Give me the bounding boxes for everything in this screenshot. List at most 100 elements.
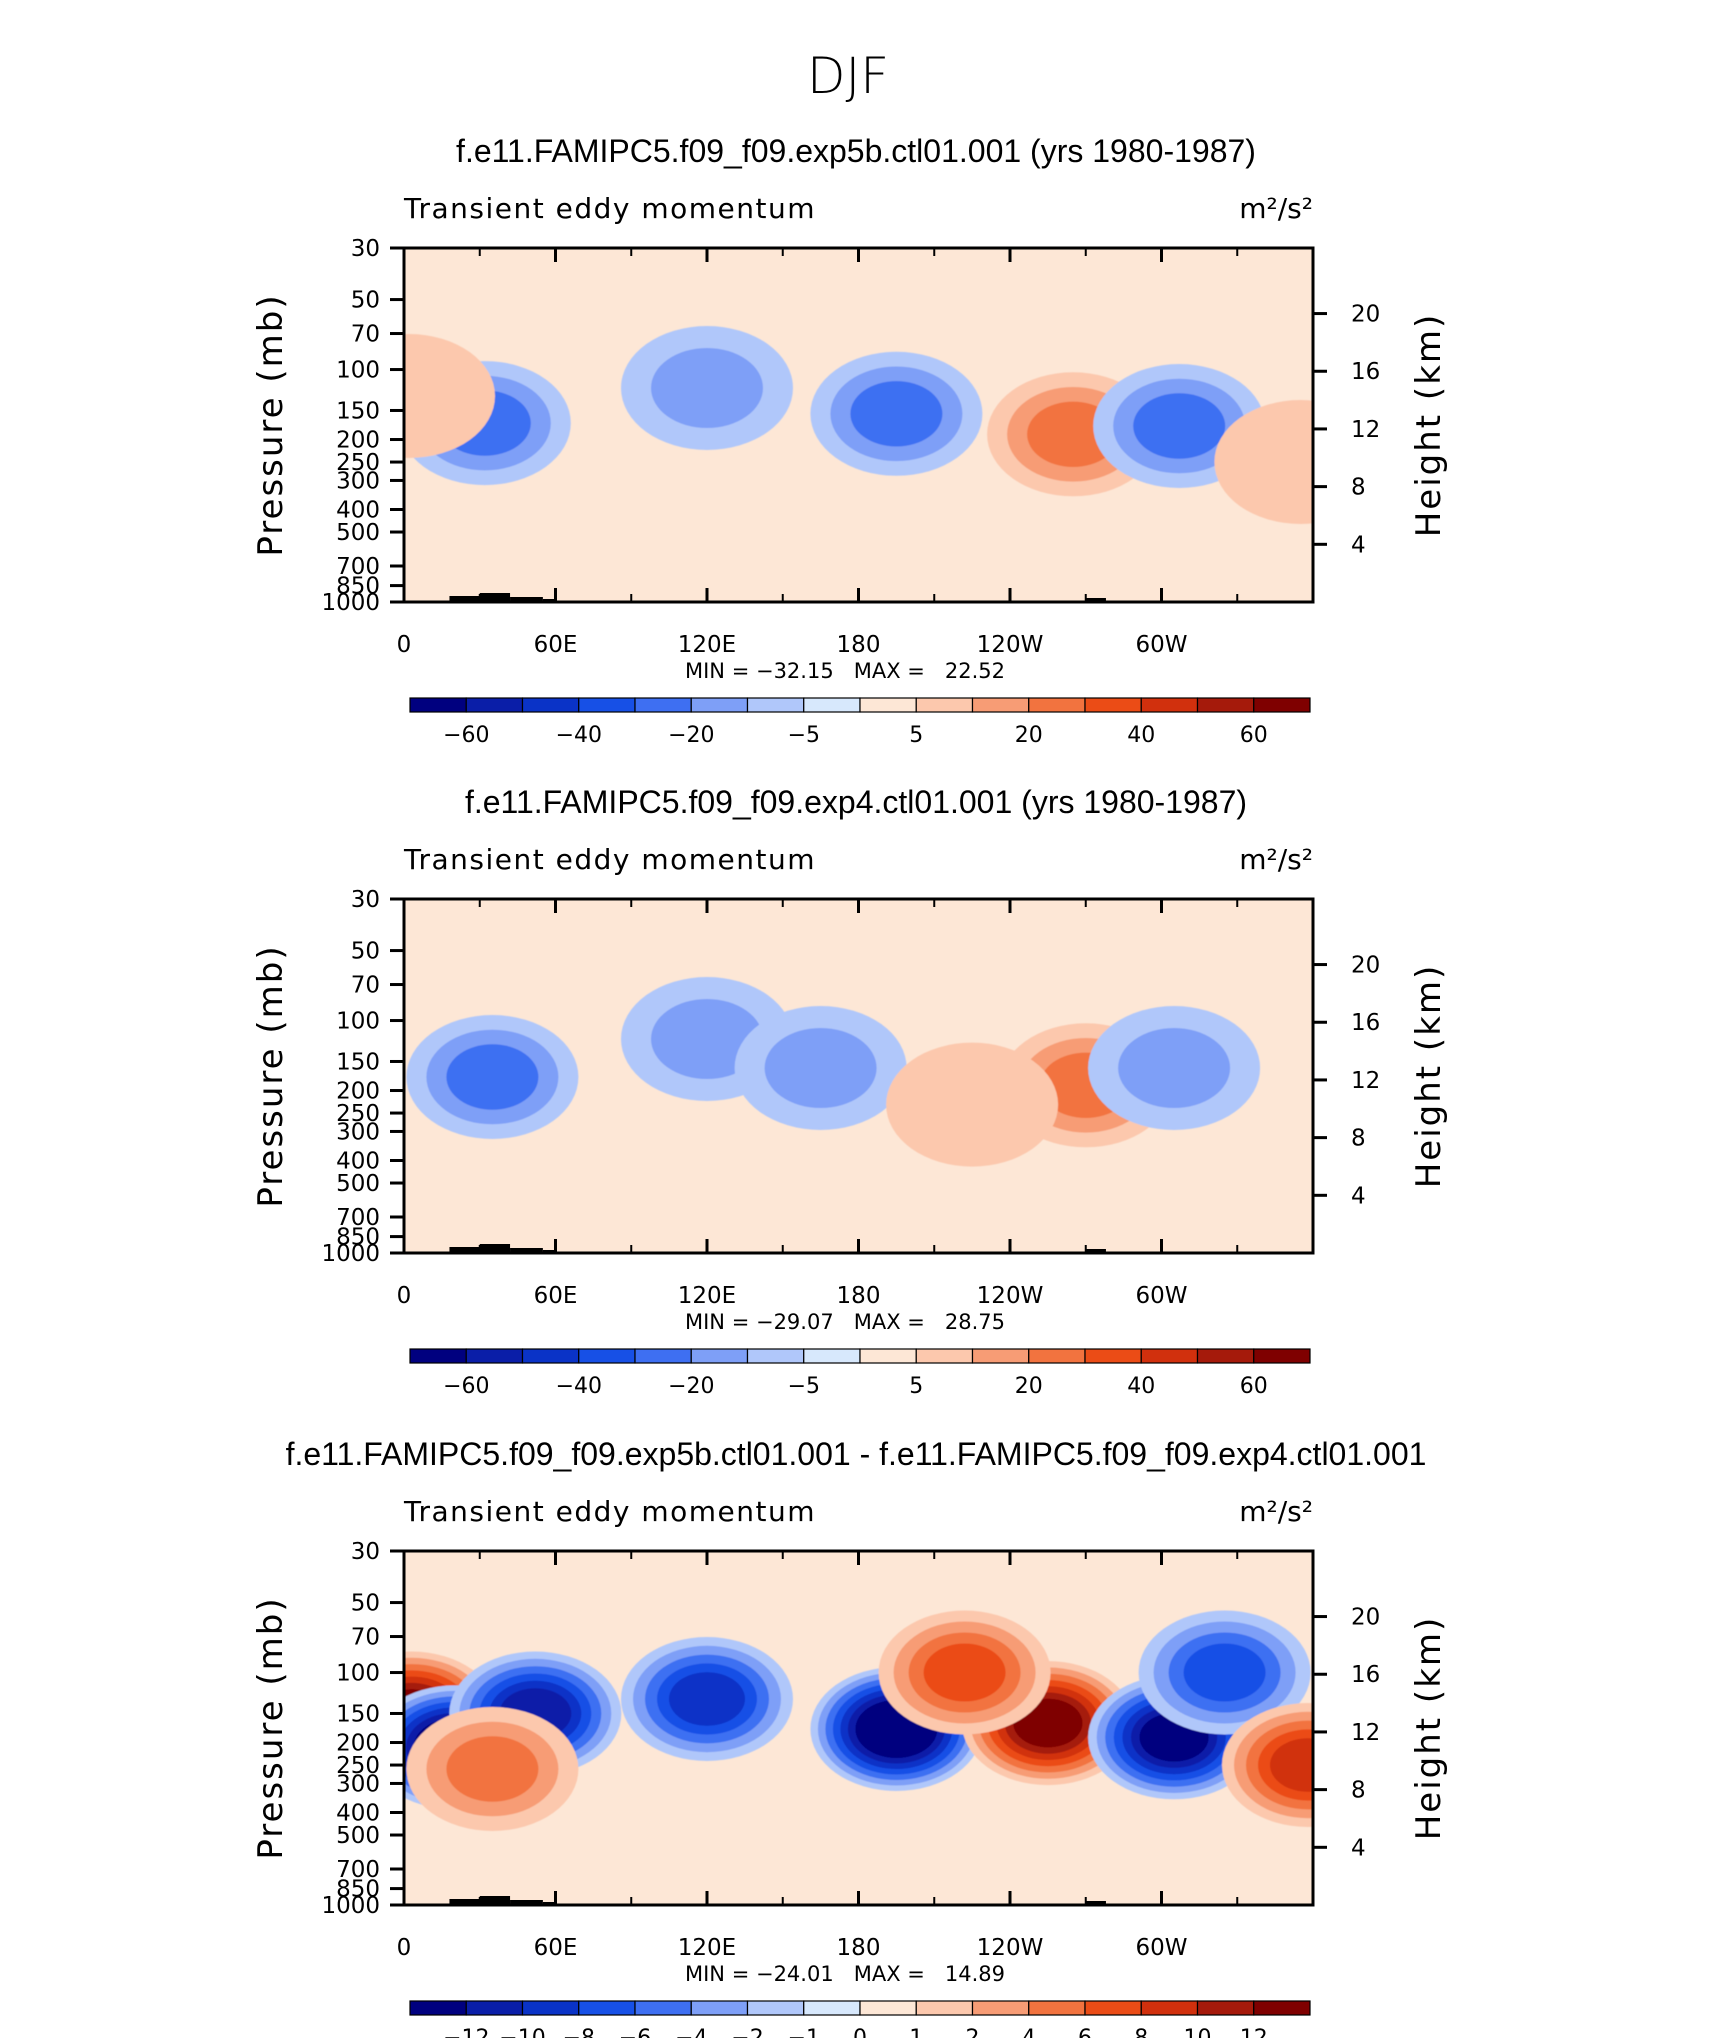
contour-blob [446, 1736, 539, 1802]
y-tick-label-right: 12 [1351, 417, 1380, 443]
x-tick-label: 120W [977, 1283, 1044, 1309]
contour-blob [651, 348, 763, 428]
y-axis-label: Pressure (mb) [251, 293, 291, 556]
contour-blob [1214, 400, 1313, 524]
x-tick-label: 0 [397, 632, 412, 658]
terrain-block [1085, 1901, 1106, 1905]
y-tick-label: 400 [336, 1148, 380, 1174]
y-tick-label: 250 [336, 1753, 380, 1779]
colorbar-box [803, 697, 861, 713]
y-tick-label: 700 [336, 554, 380, 580]
y-tick-label-right: 20 [1351, 953, 1380, 979]
colorbar-label: 6 [1078, 2026, 1092, 2038]
colorbar-box [634, 2000, 692, 2016]
x-tick-label: 0 [397, 1283, 412, 1309]
y-tick-label: 30 [351, 887, 380, 913]
y-axis-label: Pressure (mb) [251, 944, 291, 1207]
colorbar-box [409, 1348, 467, 1364]
colorbar-box [859, 1348, 917, 1364]
colorbar-box [1140, 2000, 1199, 2016]
y-tick-label: 150 [336, 398, 380, 424]
y-tick-label: 500 [336, 1823, 380, 1849]
colorbar-box [690, 1348, 749, 1364]
colorbar-box [971, 2000, 1030, 2016]
colorbar-label: 60 [1240, 723, 1268, 748]
y-tick-label: 70 [351, 322, 380, 348]
y-tick-label: 850 [336, 1225, 380, 1251]
contour-blob [764, 1028, 877, 1108]
y-tick-label-right: 4 [1351, 1183, 1366, 1209]
units-label: m²/s² [1239, 192, 1313, 225]
colorbar-label: 20 [1015, 1374, 1043, 1399]
colorbar-label: −5 [788, 1374, 820, 1399]
y-tick-label-right: 20 [1351, 302, 1380, 328]
colorbar-box [971, 1348, 1030, 1364]
contour-blob [446, 1044, 539, 1110]
colorbar-box [1196, 1348, 1255, 1364]
colorbar-label: 8 [1134, 2026, 1148, 2038]
colorbar-box [1253, 2000, 1311, 2016]
y-tick-label: 250 [336, 450, 380, 476]
colorbar-box [465, 697, 524, 713]
colorbar: −60 −40 −20 −5 5 20 40 60 [409, 1348, 1311, 1399]
colorbar-label: −2 [731, 2026, 763, 2038]
panel-1: f.e11.FAMIPC5.f09_f09.exp5b.ctl01.001 (y… [251, 133, 1449, 748]
colorbar-box [1028, 697, 1086, 713]
y-tick-label: 300 [336, 468, 380, 494]
colorbar-box [915, 2000, 974, 2016]
y-tick-label: 100 [336, 1009, 380, 1035]
colorbar-box [690, 2000, 749, 2016]
x-tick-label: 120E [678, 1935, 736, 1961]
figure-title: DJF [807, 47, 889, 105]
y-axis-label-right: Height (km) [1409, 313, 1449, 538]
terrain-block [449, 1247, 480, 1253]
field-plot [404, 1551, 1313, 1905]
colorbar-label: −60 [443, 1374, 489, 1399]
colorbar-box [1196, 697, 1255, 713]
variable-label: Transient eddy momentum [403, 1495, 816, 1528]
colorbar-box [1084, 697, 1142, 713]
variable-label: Transient eddy momentum [403, 843, 816, 876]
x-tick-label: 60E [534, 632, 578, 658]
y-tick-label: 30 [351, 1539, 380, 1565]
colorbar-box [578, 1348, 636, 1364]
terrain-block [510, 597, 543, 602]
y-tick-label: 200 [336, 1731, 380, 1757]
field-plot [404, 248, 1313, 602]
y-tick-label: 250 [336, 1101, 380, 1127]
x-tick-label: 180 [837, 1935, 881, 1961]
y-tick-label: 400 [336, 1800, 380, 1826]
colorbar-box [915, 1348, 974, 1364]
terrain-block [510, 1900, 543, 1905]
y-tick-label: 1000 [321, 1893, 380, 1919]
x-tick-label: 60W [1135, 632, 1187, 658]
x-tick-label: 120E [678, 1283, 736, 1309]
y-tick-label: 200 [336, 428, 380, 454]
colorbar-label: 40 [1127, 1374, 1155, 1399]
contour-blob [1270, 1738, 1313, 1792]
colorbar-box [1028, 2000, 1086, 2016]
colorbar: −12−10−8−6−4−2−10124681012 [409, 2000, 1311, 2038]
colorbar-label: −60 [443, 723, 489, 748]
y-axis-label-right: Height (km) [1409, 964, 1449, 1189]
y-tick-label-right: 16 [1351, 359, 1380, 385]
colorbar-box [578, 2000, 636, 2016]
colorbar-box [746, 1348, 805, 1364]
y-tick-label: 500 [336, 1171, 380, 1197]
x-tick-label: 120W [977, 1935, 1044, 1961]
terrain-block [449, 596, 480, 602]
colorbar-label: −4 [675, 2026, 707, 2038]
terrain-block [449, 1899, 480, 1905]
colorbar-label: 5 [909, 1374, 923, 1399]
field-contours [404, 326, 1313, 524]
panel-title: f.e11.FAMIPC5.f09_f09.exp5b.ctl01.001 - … [286, 1436, 1427, 1472]
colorbar-box [521, 2000, 580, 2016]
units-label: m²/s² [1239, 1495, 1313, 1528]
y-tick-label-right: 4 [1351, 532, 1366, 558]
y-tick-label: 700 [336, 1205, 380, 1231]
colorbar-box [465, 1348, 524, 1364]
colorbar-label: 1 [909, 2026, 923, 2038]
colorbar-label: −20 [668, 723, 714, 748]
